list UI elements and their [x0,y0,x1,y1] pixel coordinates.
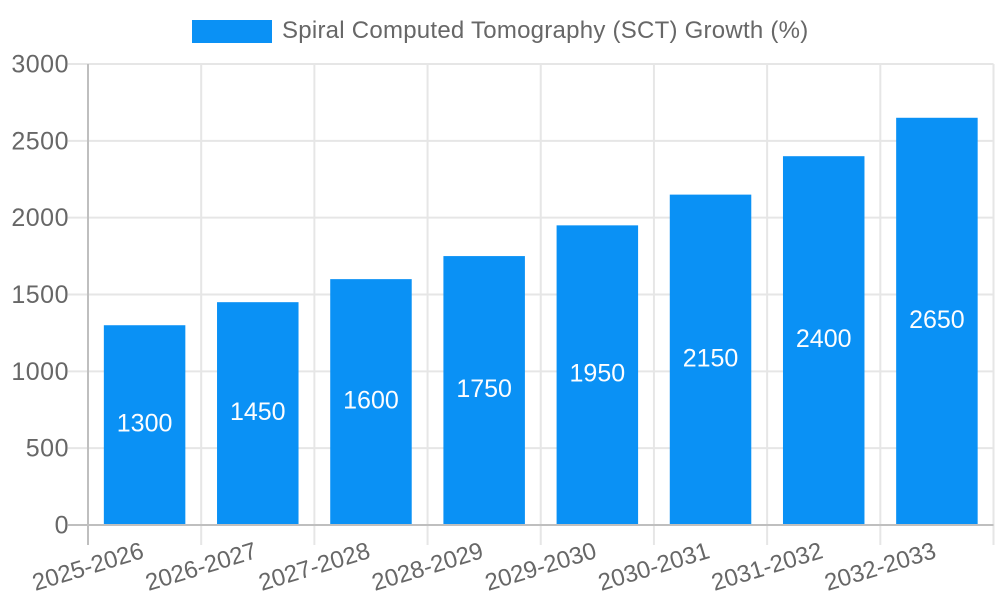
svg-text:1000: 1000 [11,358,69,386]
svg-text:2400: 2400 [796,325,852,353]
svg-text:2150: 2150 [683,344,739,372]
svg-text:Spiral Computed Tomography (SC: Spiral Computed Tomography (SCT) Growth … [282,17,808,44]
svg-text:2000: 2000 [11,204,69,232]
svg-text:1950: 1950 [570,360,626,388]
svg-text:1450: 1450 [230,398,286,426]
svg-text:0: 0 [55,512,69,540]
svg-text:1750: 1750 [456,375,512,403]
svg-text:2500: 2500 [11,127,69,155]
svg-text:3000: 3000 [11,51,69,79]
svg-text:1500: 1500 [11,281,69,309]
svg-text:500: 500 [26,435,69,463]
svg-text:1600: 1600 [343,387,399,415]
svg-text:1300: 1300 [117,410,173,438]
svg-text:2650: 2650 [909,306,965,334]
